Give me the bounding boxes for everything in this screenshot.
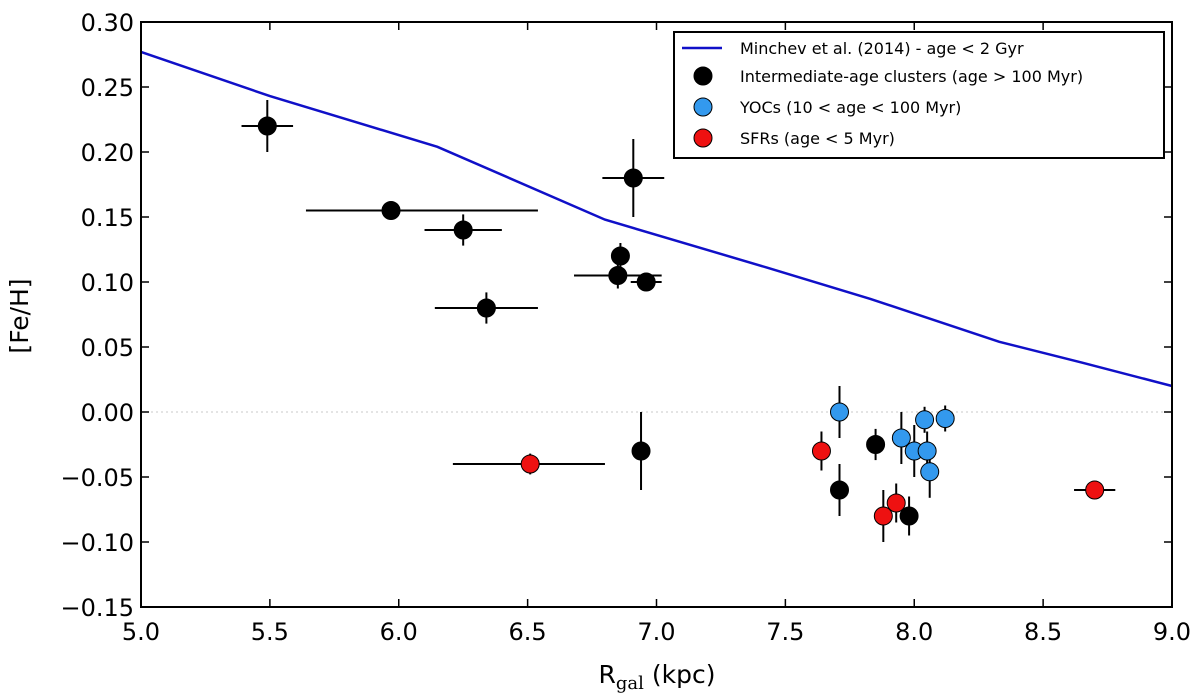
x-tick-label: 9.0 [1153,618,1191,646]
x-tick-label: 8.5 [1024,618,1062,646]
yoc-point [830,402,850,422]
y-tick-label: 0.15 [81,204,134,232]
x-tick-label: 8.0 [895,618,933,646]
y-axis-title: [Fe/H] [5,278,34,353]
y-tick-label: 0.00 [81,399,134,427]
y-tick-label: 0.10 [81,269,134,297]
sfr-point [873,506,893,526]
legend: Minchev et al. (2014) - age < 2 Gyr Inte… [673,31,1165,159]
intermediate-point [623,168,643,188]
yoc-point [891,428,911,448]
y-tick-label: 0.20 [81,139,134,167]
intermediate-point [866,435,886,454]
yoc-point [915,410,935,430]
intermediate-point [476,298,496,318]
intermediate-point [899,506,919,526]
legend-yoc-label: YOCs (10 < age < 100 Myr) [739,98,961,117]
x-tick-label: 6.5 [509,618,547,646]
y-tick-label: 0.25 [81,74,134,102]
intermediate-point [636,272,656,292]
x-axis-title: Rgal (kpc) [599,660,716,694]
legend-model-line-label: Minchev et al. (2014) - age < 2 Gyr [740,39,1024,58]
legend-yoc-marker [693,97,713,117]
sfr-point [811,441,831,461]
x-tick-label: 5.5 [251,618,289,646]
yoc-point [935,409,955,428]
legend-box [673,31,1165,159]
intermediate-point [830,480,850,500]
legend-intermediate-label: Intermediate-age clusters (age > 100 Myr… [740,67,1083,86]
x-tick-label: 5.0 [122,618,160,646]
legend-sfr-label: SFRs (age < 5 Myr) [740,129,895,148]
sfr-point [886,493,906,513]
yoc-point [920,462,940,482]
intermediate-point [610,246,630,266]
y-tick-label: 0.30 [81,9,134,37]
model-line [140,50,1173,388]
intermediate-point [257,116,277,136]
legend-intermediate-marker [693,66,713,86]
intermediate-point [608,266,628,285]
legend-sfr-marker [693,128,713,148]
yoc-point [917,441,937,461]
y-tick-label: −0.05 [60,464,134,492]
intermediate-point [381,201,401,220]
sfr-point [1085,480,1105,500]
intermediate-point [631,441,651,461]
x-tick-label: 6.0 [380,618,418,646]
y-tick-label: −0.15 [60,594,134,622]
x-tick-label: 7.5 [766,618,804,646]
x-tick-label: 7.0 [637,618,675,646]
y-tick-label: 0.05 [81,334,134,362]
y-tick-label: −0.10 [60,529,134,557]
sfr-point [520,454,540,474]
intermediate-point [453,220,473,240]
